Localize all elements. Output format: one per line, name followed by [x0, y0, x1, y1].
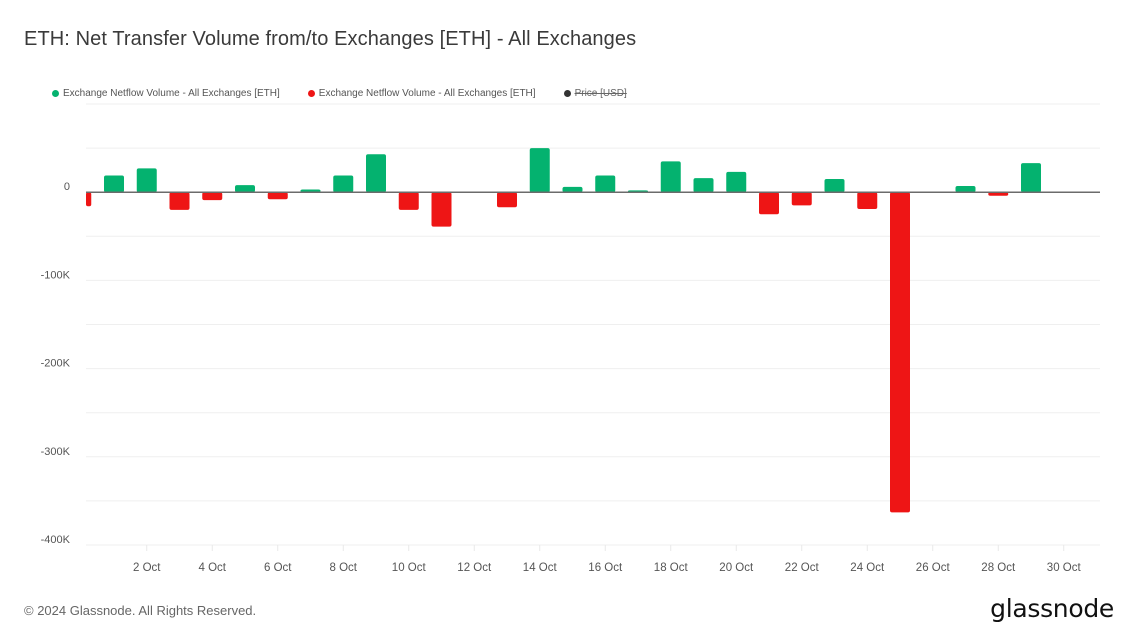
bar-22-oct[interactable]	[791, 192, 812, 206]
y-tick-label: -200K	[41, 358, 71, 370]
x-axis: 2 Oct 4 Oct 6 Oct 8 Oct 10 Oct 12 Oct 14 Oct 16…	[133, 545, 1081, 574]
bar-13-oct[interactable]	[497, 192, 517, 208]
black-dot-icon	[563, 90, 571, 97]
bar-5-oct[interactable]	[235, 185, 255, 193]
bar-4-oct[interactable]	[202, 192, 223, 201]
green-dot-icon	[52, 90, 59, 97]
bar-18-oct[interactable]	[660, 161, 681, 193]
copyright-text: © 2024 Glassnode. All Rights Reserved.	[24, 603, 257, 618]
y-axis: 0 -100K -200K -300K -400K	[41, 181, 71, 546]
bar-21-oct[interactable]	[759, 192, 779, 215]
bar-15-oct[interactable]	[562, 186, 583, 193]
bar-24-oct[interactable]	[857, 192, 878, 209]
legend-label: Exchange Netflow Volume - All Exchanges …	[318, 88, 536, 99]
y-tick-label: -100K	[41, 269, 71, 281]
x-tick-label: 14 Oct	[523, 562, 558, 574]
bar-27-oct[interactable]	[955, 186, 976, 193]
bar-14-oct[interactable]	[529, 148, 550, 193]
gridlines	[86, 103, 1100, 546]
x-tick-label: 2 Oct	[133, 562, 161, 574]
bar-1-oct[interactable]	[104, 175, 124, 193]
bar-2-oct[interactable]	[136, 168, 157, 193]
bar-19-oct[interactable]	[693, 178, 714, 193]
x-tick-label: 22 Oct	[785, 562, 820, 574]
legend-label: Exchange Netflow Volume - All Exchanges …	[63, 88, 280, 99]
bar-9-oct[interactable]	[366, 154, 386, 193]
glassnode-logo: glassnode	[990, 594, 1114, 623]
bar-3-oct[interactable]	[169, 192, 190, 210]
bar-23-oct[interactable]	[824, 178, 845, 193]
x-tick-label: 12 Oct	[457, 562, 492, 574]
bars	[86, 148, 1041, 513]
y-tick-label: -300K	[41, 446, 71, 458]
bar-6-oct[interactable]	[267, 192, 288, 200]
chart-legend: Exchange Netflow Volume - All Exchanges …	[52, 88, 627, 99]
red-dot-icon	[307, 90, 315, 97]
legend-item-price[interactable]: Price [USD]	[563, 88, 627, 99]
chart-title: ETH: Net Transfer Volume from/to Exchang…	[24, 28, 637, 50]
x-tick-label: 26 Oct	[916, 562, 951, 574]
x-tick-label: 30 Oct	[1047, 562, 1082, 574]
bar-29-oct[interactable]	[1021, 163, 1041, 193]
bar-8-oct[interactable]	[333, 175, 354, 193]
y-tick-label: -400K	[41, 534, 71, 546]
x-tick-label: 4 Oct	[199, 562, 227, 574]
bar-25-oct[interactable]	[890, 192, 910, 513]
x-tick-label: 24 Oct	[850, 562, 885, 574]
x-tick-label: 10 Oct	[392, 562, 427, 574]
x-tick-label: 8 Oct	[330, 562, 358, 574]
x-tick-label: 28 Oct	[981, 562, 1016, 574]
y-tick-label: 0	[64, 181, 70, 193]
bar-16-oct[interactable]	[595, 175, 616, 193]
x-tick-label: 16 Oct	[588, 562, 623, 574]
bar-20-oct[interactable]	[726, 171, 747, 193]
bar-30-sep[interactable]	[86, 192, 92, 207]
legend-item-outflow[interactable]: Exchange Netflow Volume - All Exchanges …	[307, 88, 536, 99]
bar-10-oct[interactable]	[398, 192, 419, 210]
legend-item-inflow[interactable]: Exchange Netflow Volume - All Exchanges …	[52, 88, 280, 99]
x-tick-label: 6 Oct	[264, 562, 292, 574]
legend-label: Price [USD]	[574, 88, 627, 99]
bar-11-oct[interactable]	[431, 192, 452, 227]
bar-28-oct[interactable]	[988, 192, 1009, 196]
x-tick-label: 20 Oct	[719, 562, 754, 574]
x-tick-label: 18 Oct	[654, 562, 689, 574]
